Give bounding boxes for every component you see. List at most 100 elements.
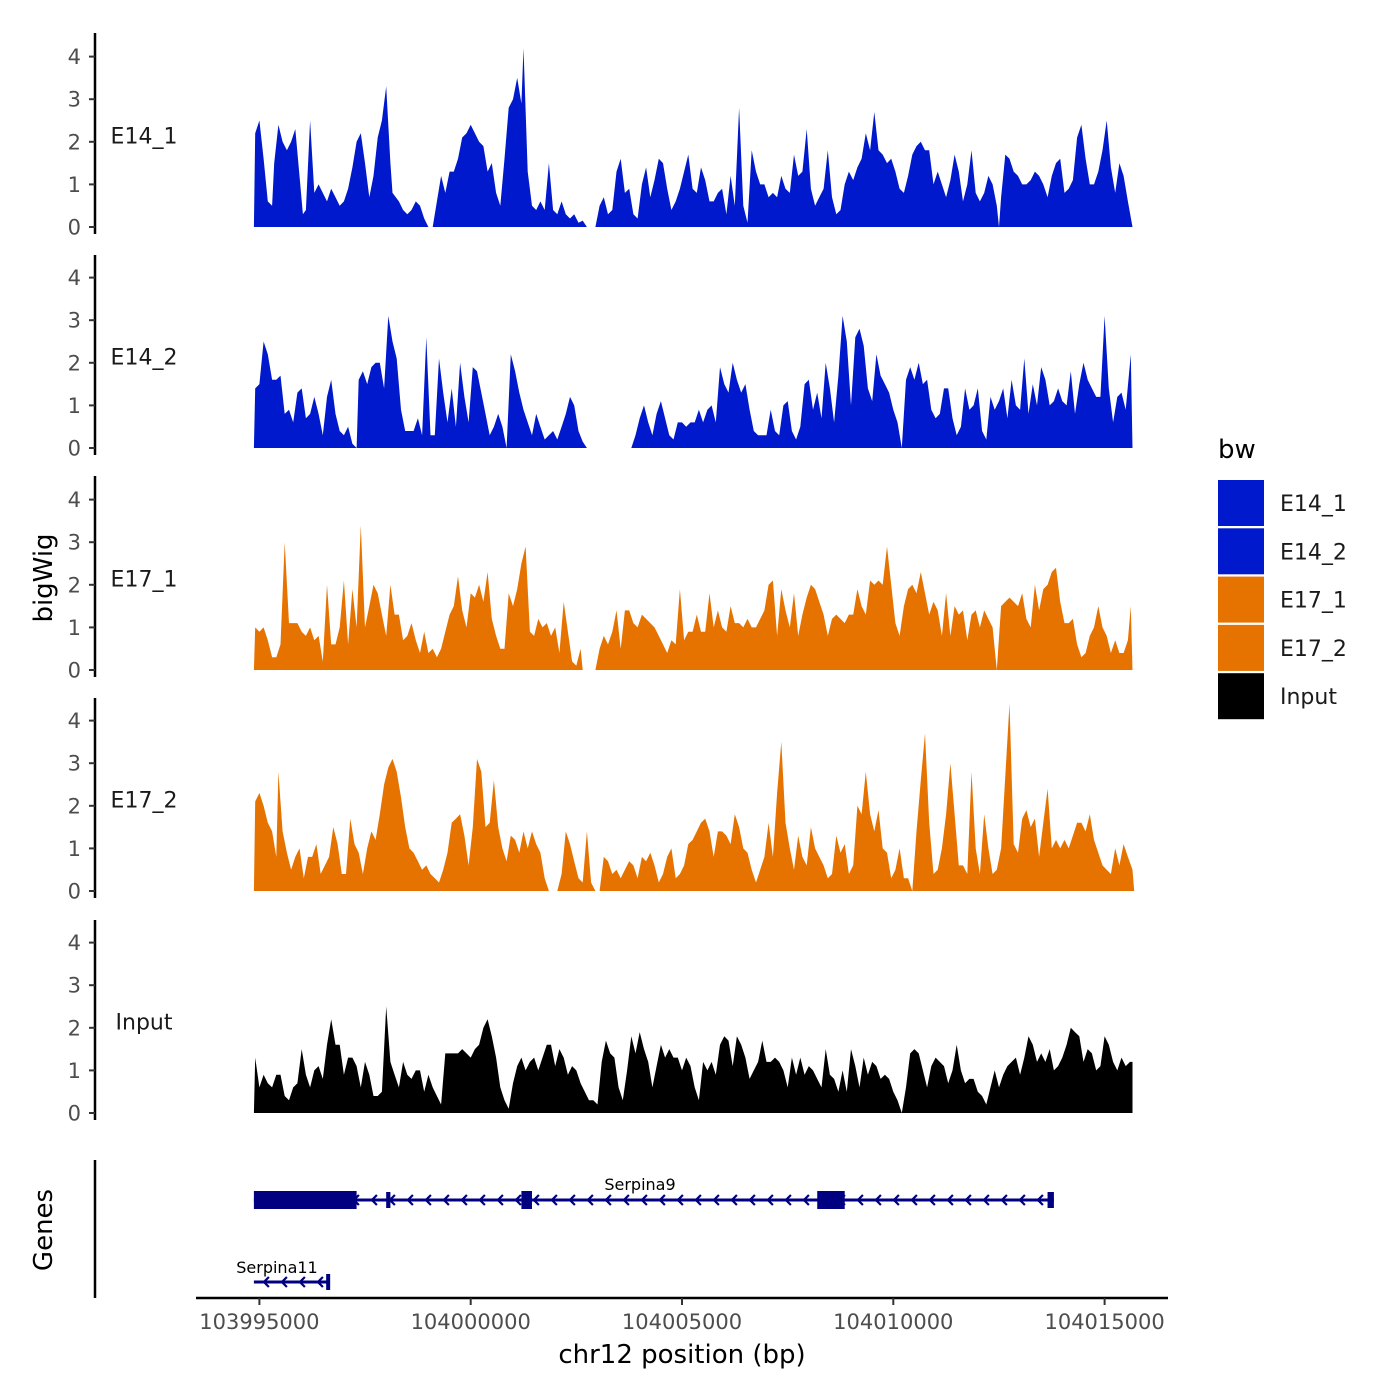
gene-serpina11: Serpina11 [236,1258,331,1290]
signal-tracks: 0 1 2 3 4 E14_1 0 1 2 3 4 E14_2 0 1 2 3 4 E17_1 0 1 2 3 4 E17_2… [68,33,1135,1126]
strand-arrow [910,1194,918,1206]
track-label: E17_1 [111,567,178,592]
legend: bw E14_1 E14_2 E17_1 E17_2 Input [1218,435,1347,720]
y-tick-label: 4 [68,266,81,290]
track-e17_2: 0 1 2 3 4 E17_2 [68,698,1135,904]
signal-area-e14_1 [432,48,587,227]
y-tick-label: 1 [68,1059,81,1083]
track-e14_2: 0 1 2 3 4 E14_2 [68,255,1133,461]
strand-arrow [622,1194,630,1206]
legend-swatch-e17_2 [1218,624,1264,671]
strand-arrow [298,1276,306,1288]
strand-arrow [550,1194,558,1206]
y-tick-label: 0 [68,216,81,240]
signal-area-e17_2 [557,831,596,891]
y-tick-label: 2 [68,351,81,375]
signal-area-e14_2 [631,315,1133,448]
track-label: E14_2 [111,345,178,370]
strand-arrow [676,1194,684,1206]
strand-arrow [856,1194,864,1206]
strand-arrow [748,1194,756,1206]
legend-title: bw [1218,435,1256,465]
track-input: 0 1 2 3 4 Input [68,920,1133,1126]
y-tick-label: 4 [68,709,81,733]
strand-arrow [874,1194,882,1206]
strand-arrow [406,1194,414,1206]
strand-arrow [640,1194,648,1206]
legend-swatch-e14_1 [1218,480,1264,526]
strand-arrow [568,1194,576,1206]
x-axis-title: chr12 position (bp) [558,1340,805,1370]
legend-swatch-e14_2 [1218,528,1264,575]
y-tick-label: 4 [68,488,81,512]
gene-exon [386,1192,391,1208]
x-axis: 103995000 104000000 104005000 104010000 1040… [196,1296,1168,1334]
strand-arrow [712,1194,720,1206]
y-tick-label: 4 [68,931,81,955]
y-tick-label: 0 [68,437,81,461]
strand-arrow [280,1276,288,1288]
y-tick-label: 1 [68,616,81,640]
y-tick-label: 1 [68,837,81,861]
signal-area-input [253,1006,1133,1113]
strand-arrow [604,1194,612,1206]
strand-arrow [982,1194,990,1206]
signal-area-e14_2 [253,315,587,448]
gene-label: Serpina9 [604,1175,675,1194]
y-axis-title: bigWig [29,533,59,622]
x-tick-label: 104005000 [622,1310,742,1334]
strand-arrow [946,1194,954,1206]
gene-exon [817,1191,845,1209]
strand-arrow [892,1194,900,1206]
y-tick-label: 2 [68,130,81,154]
y-tick-label: 3 [68,309,81,333]
y-tick-label: 3 [68,531,81,555]
legend-label: E14_1 [1280,492,1347,517]
strand-arrow [964,1194,972,1206]
strand-arrow [1000,1194,1008,1206]
x-tick-label: 104015000 [1044,1310,1164,1334]
strand-arrow [478,1194,486,1206]
gene-exon [521,1191,532,1209]
track-label: E17_2 [111,788,178,813]
strand-arrow [694,1194,702,1206]
signal-area-e17_1 [595,546,1133,670]
x-tick-label: 104000000 [411,1310,531,1334]
strand-arrow [532,1194,540,1206]
legend-swatch-e17_1 [1218,576,1264,623]
track-label: E14_1 [111,124,178,149]
y-tick-label: 0 [68,1102,81,1126]
strand-arrow [586,1194,594,1206]
strand-arrow [658,1194,666,1206]
y-tick-label: 2 [68,794,81,818]
strand-arrow [784,1194,792,1206]
legend-swatch-input [1218,673,1264,720]
y-tick-label: 1 [68,173,81,197]
gene-exon [1047,1192,1054,1208]
signal-area-e17_2 [599,703,1135,891]
strand-arrow [766,1194,774,1206]
y-tick-label: 1 [68,394,81,418]
signal-area-e14_1 [253,86,429,228]
y-tick-label: 2 [68,573,81,597]
track-e17_1: 0 1 2 3 4 E17_1 [68,476,1133,683]
gene-label: Serpina11 [236,1258,317,1277]
legend-label: Input [1280,685,1337,710]
strand-arrow [730,1194,738,1206]
y-tick-label: 0 [68,880,81,904]
y-tick-label: 3 [68,974,81,998]
strand-arrow [370,1194,378,1206]
y-tick-label: 3 [68,88,81,112]
strand-arrow [496,1194,504,1206]
x-tick-label: 103995000 [199,1310,319,1334]
strand-arrow [424,1194,432,1206]
genes-axis-title: Genes [29,1189,59,1271]
y-tick-label: 4 [68,45,81,69]
signal-area-e14_1 [595,107,1133,227]
strand-arrow [1018,1194,1026,1206]
track-label: Input [116,1010,173,1035]
strand-arrow [514,1194,522,1206]
gene-serpina9: Serpina9 [253,1175,1054,1209]
y-tick-label: 2 [68,1016,81,1040]
